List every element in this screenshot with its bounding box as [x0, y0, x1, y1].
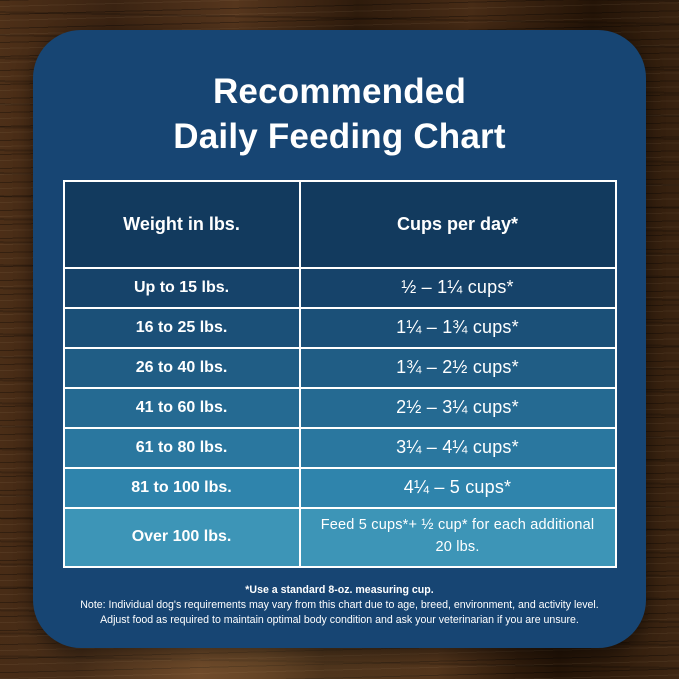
cups-cell: 3¼ – 4¼ cups*	[396, 437, 519, 458]
header-cups: Cups per day*	[396, 213, 519, 234]
cups-cell: 2½ – 3¼ cups*	[396, 397, 519, 418]
weight-cell: Up to 15 lbs.	[65, 268, 301, 307]
weight-cell: 81 to 100 lbs.	[65, 468, 301, 507]
table-row: 81 to 100 lbs. 4¼ – 5 cups*	[64, 466, 615, 507]
feeding-table: Weight in lbs. Cups per day* Up to 15 lb…	[62, 179, 617, 568]
title-line-2: Daily Feeding Chart	[173, 116, 506, 156]
footnote-measuring-cup: *Use a standard 8-oz. measuring cup.	[245, 583, 434, 596]
footnotes: *Use a standard 8-oz. measuring cup. Not…	[33, 583, 646, 629]
footnote-adjust-line: Adjust food as required to maintain opti…	[100, 614, 579, 627]
weight-cell: 26 to 40 lbs.	[65, 348, 301, 387]
cups-cell: 4¼ – 5 cups*	[403, 477, 512, 498]
table-row: 16 to 25 lbs. 1¼ – 1¾ cups*	[64, 306, 615, 347]
cups-cell: 1¼ – 1¾ cups*	[396, 317, 519, 338]
weight-cell: 16 to 25 lbs.	[65, 308, 301, 347]
weight-cell: 61 to 80 lbs.	[65, 428, 301, 467]
page-title: Recommended Daily Feeding Chart	[33, 30, 646, 160]
weight-cell: Over 100 lbs.	[65, 508, 301, 566]
table-header-row: Weight in lbs. Cups per day*	[64, 181, 615, 267]
table-row: 61 to 80 lbs. 3¼ – 4¼ cups*	[64, 426, 615, 467]
table-row: 41 to 60 lbs. 2½ – 3¼ cups*	[64, 386, 615, 427]
cups-cell: Feed 5 cups*+ ½ cup* for each additional…	[320, 517, 595, 556]
weight-cell: 41 to 60 lbs.	[65, 388, 301, 427]
title-line-1: Recommended	[212, 72, 467, 111]
footnote-note-line: Note: Individual dog's requirements may …	[80, 598, 599, 611]
table-row: Over 100 lbs. Feed 5 cups*+ ½ cup* for e…	[64, 506, 615, 566]
feeding-chart-card: Recommended Daily Feeding Chart Weight i…	[33, 30, 646, 648]
cups-cell: 1¾ – 2½ cups*	[396, 357, 519, 378]
table-row: Up to 15 lbs. ½ – 1¼ cups*	[64, 266, 615, 307]
table-row: 26 to 40 lbs. 1¾ – 2½ cups*	[64, 346, 615, 387]
header-weight: Weight in lbs.	[65, 181, 301, 267]
cups-cell: ½ – 1¼ cups*	[401, 277, 514, 298]
